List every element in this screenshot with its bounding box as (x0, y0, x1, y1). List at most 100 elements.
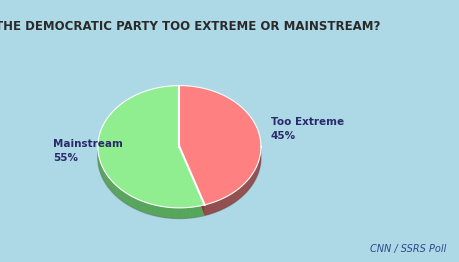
Polygon shape (164, 207, 165, 217)
Polygon shape (167, 207, 168, 218)
Polygon shape (188, 208, 189, 218)
Polygon shape (145, 202, 146, 213)
Polygon shape (143, 202, 144, 212)
Polygon shape (137, 199, 138, 210)
Polygon shape (201, 205, 202, 216)
Polygon shape (113, 183, 114, 194)
Polygon shape (159, 206, 160, 217)
Polygon shape (176, 208, 177, 219)
Polygon shape (174, 208, 175, 219)
Polygon shape (141, 201, 142, 212)
Polygon shape (190, 207, 191, 218)
Polygon shape (213, 202, 214, 213)
Text: Too Extreme
45%: Too Extreme 45% (270, 117, 343, 141)
Polygon shape (161, 206, 162, 217)
Polygon shape (169, 208, 170, 218)
Polygon shape (195, 206, 196, 217)
Polygon shape (160, 206, 161, 217)
Polygon shape (184, 208, 185, 218)
Polygon shape (148, 203, 149, 214)
Polygon shape (153, 205, 154, 216)
Polygon shape (187, 208, 188, 218)
Polygon shape (131, 196, 132, 207)
Polygon shape (146, 203, 147, 214)
Polygon shape (144, 202, 145, 213)
Polygon shape (205, 205, 206, 215)
Polygon shape (98, 96, 260, 219)
Polygon shape (202, 205, 203, 216)
Polygon shape (210, 203, 211, 214)
Polygon shape (114, 184, 115, 195)
Polygon shape (186, 208, 187, 218)
Polygon shape (180, 208, 181, 219)
Polygon shape (126, 193, 127, 204)
Polygon shape (118, 188, 119, 199)
Polygon shape (121, 190, 122, 201)
Polygon shape (165, 207, 166, 218)
Polygon shape (177, 208, 178, 219)
Polygon shape (191, 207, 192, 218)
Polygon shape (139, 200, 140, 211)
Polygon shape (166, 207, 167, 218)
Polygon shape (129, 195, 130, 206)
Polygon shape (170, 208, 171, 218)
Polygon shape (189, 207, 190, 218)
Polygon shape (183, 208, 184, 219)
Polygon shape (207, 204, 208, 215)
Polygon shape (147, 203, 148, 214)
Polygon shape (119, 188, 120, 199)
Polygon shape (214, 202, 215, 212)
Polygon shape (98, 96, 260, 219)
Polygon shape (203, 205, 204, 216)
Polygon shape (199, 206, 200, 217)
Polygon shape (193, 207, 194, 217)
Polygon shape (211, 203, 212, 214)
Polygon shape (135, 198, 136, 209)
Text: Mainstream
55%: Mainstream 55% (53, 139, 123, 163)
Polygon shape (173, 208, 174, 218)
Polygon shape (154, 205, 155, 216)
Polygon shape (134, 198, 135, 209)
Polygon shape (179, 208, 180, 219)
Polygon shape (179, 86, 260, 205)
Polygon shape (158, 206, 159, 217)
Polygon shape (208, 204, 209, 214)
Polygon shape (132, 197, 133, 208)
Polygon shape (98, 86, 204, 208)
Polygon shape (116, 186, 117, 197)
Polygon shape (128, 194, 129, 205)
Polygon shape (122, 190, 123, 201)
Polygon shape (204, 205, 205, 215)
Polygon shape (150, 204, 151, 215)
Polygon shape (155, 205, 156, 216)
Polygon shape (115, 185, 116, 196)
Polygon shape (175, 208, 176, 219)
Polygon shape (125, 193, 126, 204)
Polygon shape (140, 201, 141, 211)
Polygon shape (172, 208, 173, 218)
Polygon shape (178, 208, 179, 219)
Polygon shape (209, 203, 210, 214)
Polygon shape (157, 206, 158, 216)
Text: CNN / SSRS Poll: CNN / SSRS Poll (369, 244, 445, 254)
Polygon shape (181, 208, 182, 219)
Polygon shape (124, 192, 125, 203)
Polygon shape (192, 207, 193, 218)
Polygon shape (198, 206, 199, 217)
Polygon shape (197, 206, 198, 217)
Polygon shape (185, 208, 186, 218)
Polygon shape (179, 147, 204, 215)
Polygon shape (123, 191, 124, 202)
Polygon shape (142, 201, 143, 212)
Polygon shape (162, 206, 163, 217)
Polygon shape (117, 186, 118, 197)
Polygon shape (136, 199, 137, 210)
Polygon shape (151, 204, 152, 215)
Polygon shape (182, 208, 183, 219)
Polygon shape (152, 204, 153, 215)
Polygon shape (215, 201, 216, 212)
Polygon shape (127, 194, 128, 205)
Polygon shape (163, 207, 164, 217)
Polygon shape (206, 204, 207, 215)
Polygon shape (130, 196, 131, 207)
